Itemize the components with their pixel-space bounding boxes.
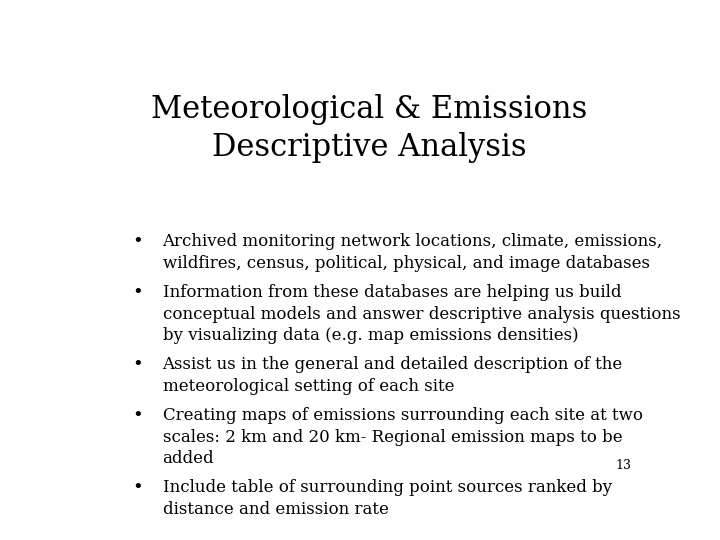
Text: Meteorological & Emissions
Descriptive Analysis: Meteorological & Emissions Descriptive A… [150, 94, 588, 163]
Text: meteorological setting of each site: meteorological setting of each site [163, 378, 454, 395]
Text: distance and emission rate: distance and emission rate [163, 501, 388, 518]
Text: Include table of surrounding point sources ranked by: Include table of surrounding point sourc… [163, 480, 612, 496]
Text: •: • [132, 284, 143, 302]
Text: •: • [132, 480, 143, 497]
Text: Assist us in the general and detailed description of the: Assist us in the general and detailed de… [163, 356, 623, 373]
Text: •: • [132, 356, 143, 374]
Text: scales: 2 km and 20 km- Regional emission maps to be: scales: 2 km and 20 km- Regional emissio… [163, 429, 622, 446]
Text: wildfires, census, political, physical, and image databases: wildfires, census, political, physical, … [163, 255, 649, 272]
Text: Creating maps of emissions surrounding each site at two: Creating maps of emissions surrounding e… [163, 407, 642, 424]
Text: •: • [132, 233, 143, 251]
Text: Information from these databases are helping us build: Information from these databases are hel… [163, 284, 621, 301]
Text: 13: 13 [616, 460, 631, 472]
Text: Archived monitoring network locations, climate, emissions,: Archived monitoring network locations, c… [163, 233, 662, 250]
Text: •: • [132, 407, 143, 425]
Text: conceptual models and answer descriptive analysis questions: conceptual models and answer descriptive… [163, 306, 680, 322]
Text: added: added [163, 450, 214, 467]
Text: by visualizing data (e.g. map emissions densities): by visualizing data (e.g. map emissions … [163, 327, 578, 344]
